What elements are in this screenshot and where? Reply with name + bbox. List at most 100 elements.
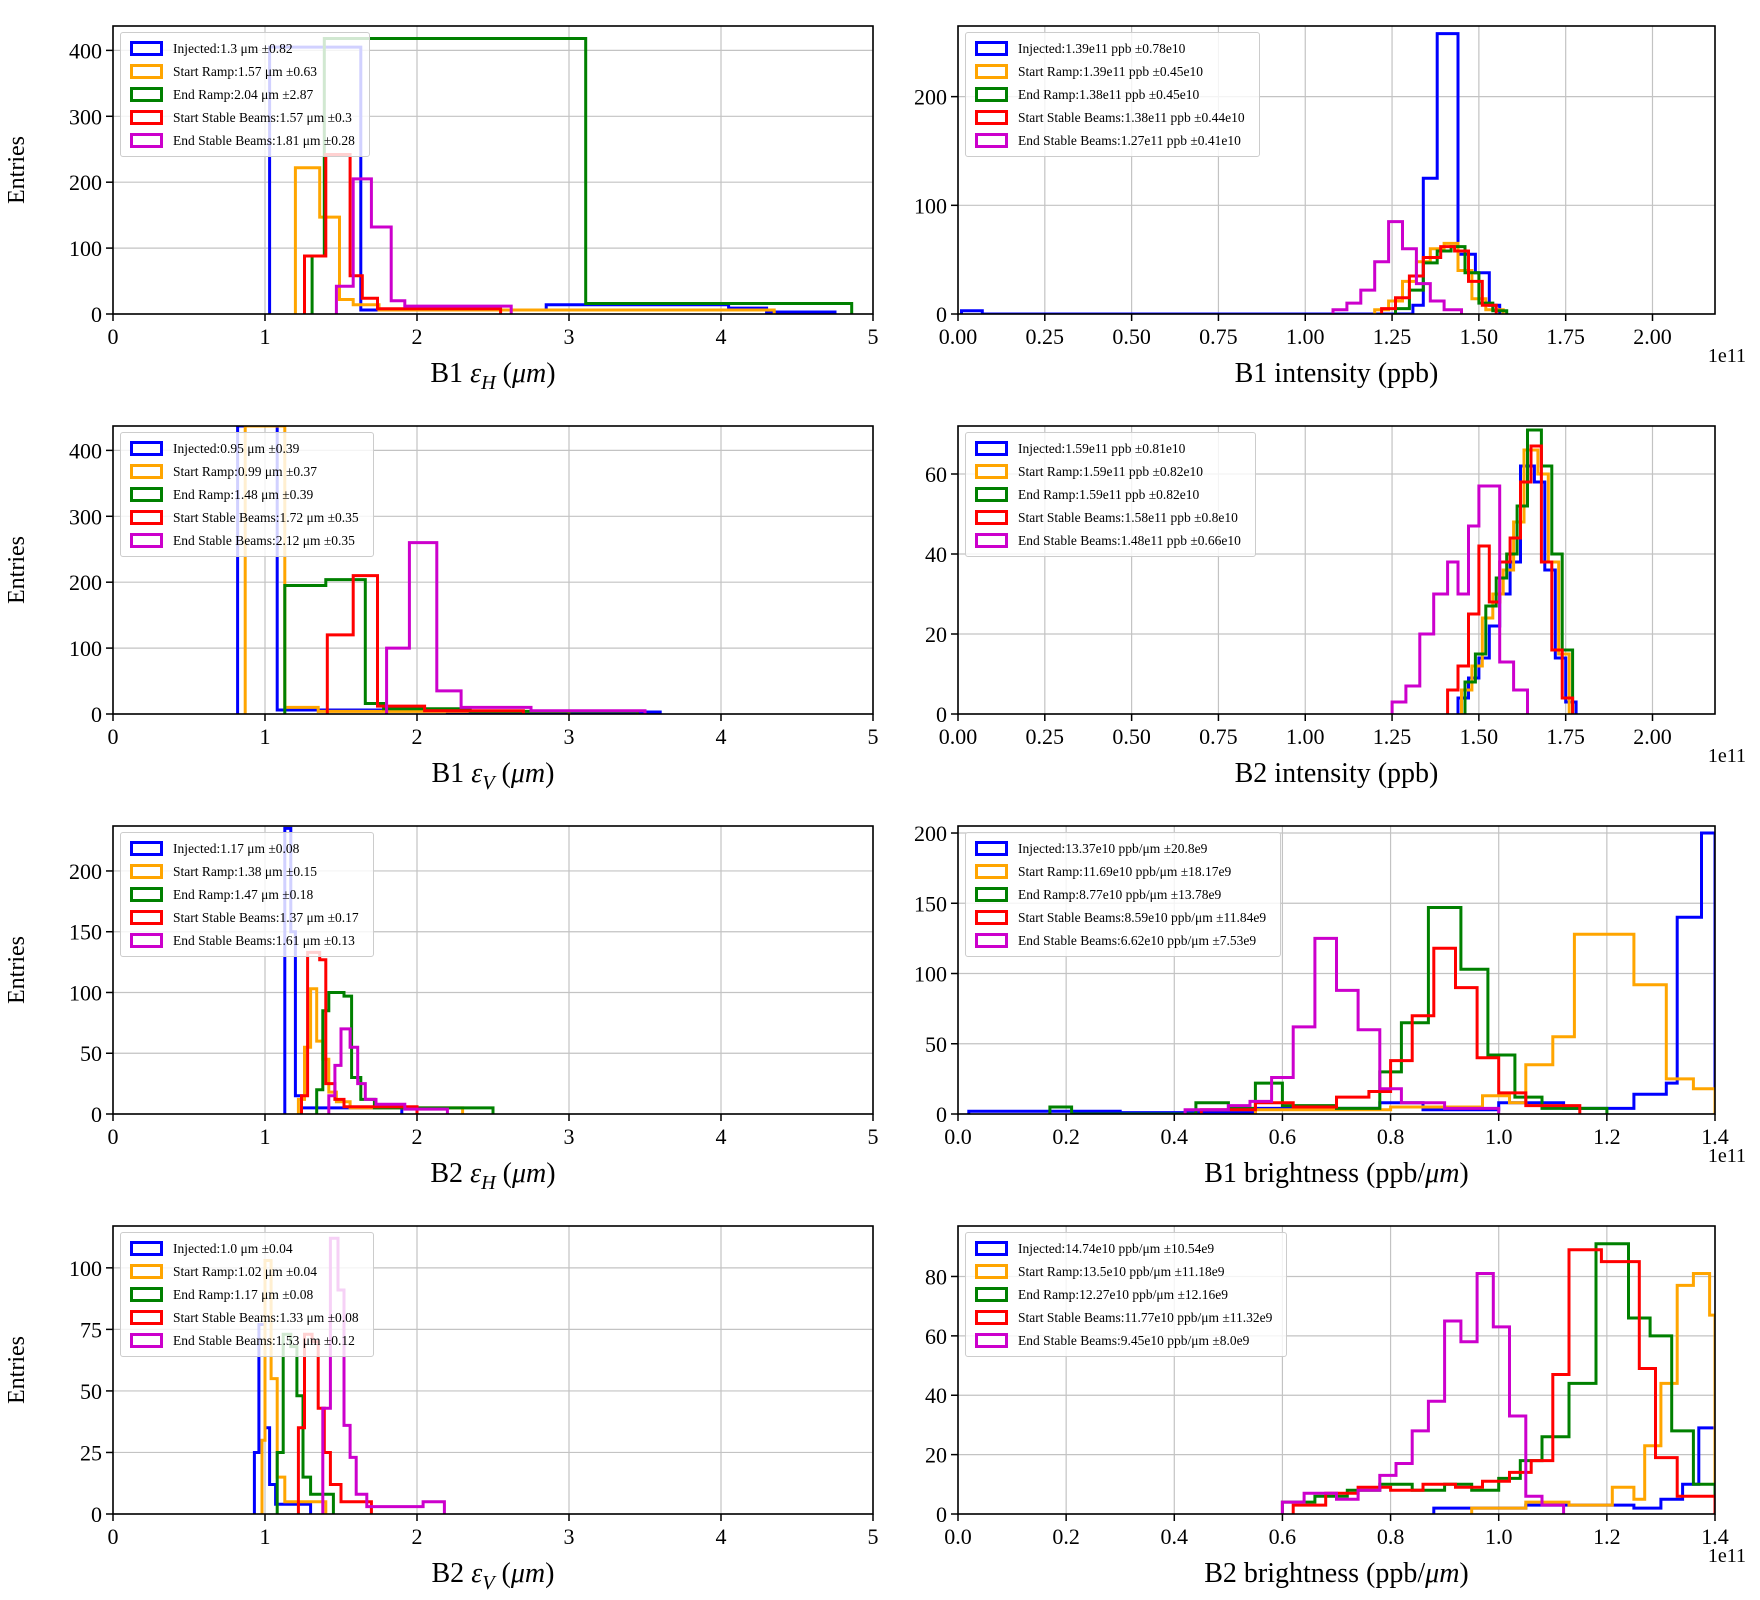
legend-entry-start-ramp: Start Ramp:11.69e10 ppb/μm ±18.17e9 <box>975 864 1266 879</box>
series-injected <box>1432 1426 1715 1514</box>
x-tick-label: 0.4 <box>1161 1124 1189 1149</box>
legend-swatch-icon <box>130 510 163 525</box>
y-tick-label: 0 <box>91 1502 102 1527</box>
legend-swatch-icon <box>130 1310 163 1325</box>
legend-entry-injected: Injected:1.59e11 ppb ±0.81e10 <box>975 441 1241 456</box>
series-end-ramp <box>275 1332 335 1514</box>
legend: Injected:13.37e10 ppb/μm ±20.8e9 Start Ra… <box>965 832 1282 957</box>
legend-entry-start-ramp: Start Ramp:1.59e11 ppb ±0.82e10 <box>975 464 1241 479</box>
legend: Injected:1.0 μm ±0.04 Start Ramp:1.02 μm … <box>120 1232 374 1357</box>
y-tick-label: 200 <box>914 821 947 846</box>
legend-label: Start Stable Beams:1.37 μm ±0.17 <box>173 909 359 925</box>
axis-offset-label: 1e11 <box>1708 345 1746 367</box>
y-tick-label: 200 <box>69 859 102 884</box>
chart-b2-intensity: 0.00 0.25 0.50 0.75 1.00 1.25 1.50 1.75 2.00 0 20 4… <box>880 400 1760 800</box>
legend-entry-injected: Injected:1.17 μm ±0.08 <box>130 841 359 856</box>
legend-label: Injected:1.59e11 ppb ±0.81e10 <box>1018 440 1186 456</box>
legend-label: End Stable Beams:1.81 μm ±0.28 <box>173 132 355 148</box>
y-tick-label: 75 <box>80 1317 102 1342</box>
y-tick-label: 100 <box>69 1256 102 1281</box>
axis-ticks: 0 1 2 3 4 5 0 100 200 300 400 <box>69 438 879 749</box>
legend-label: Start Ramp:1.59e11 ppb ±0.82e10 <box>1018 463 1204 479</box>
legend-swatch-icon <box>975 441 1008 456</box>
legend-label: Injected:14.74e10 ppb/μm ±10.54e9 <box>1018 1240 1215 1256</box>
x-tick-label: 1.0 <box>1485 1524 1513 1549</box>
x-tick-label: 0.2 <box>1052 1524 1080 1549</box>
x-tick-label: 3 <box>564 1124 575 1149</box>
x-tick-label: 0.25 <box>1026 724 1065 749</box>
legend-label: End Stable Beams:1.61 μm ±0.13 <box>173 932 355 948</box>
y-tick-label: 100 <box>914 962 947 987</box>
legend-entry-end-stable-beams: End Stable Beams:1.81 μm ±0.28 <box>130 133 355 148</box>
legend-label: End Stable Beams:6.62e10 ppb/μm ±7.53e9 <box>1018 932 1257 948</box>
legend: Injected:1.3 μm ±0.82 Start Ramp:1.57 μm … <box>120 32 370 157</box>
y-tick-label: 100 <box>914 193 947 218</box>
axis-ticks: 0.00 0.25 0.50 0.75 1.00 1.25 1.50 1.75 2.00 0 20 4… <box>925 462 1672 749</box>
legend-swatch-icon <box>975 887 1008 902</box>
x-tick-label: 0.4 <box>1161 1524 1189 1549</box>
y-tick-label: 80 <box>925 1264 947 1289</box>
x-tick-label: 2 <box>412 1524 423 1549</box>
x-axis-label: B2 εV (μm) <box>432 1558 555 1594</box>
legend: Injected:1.17 μm ±0.08 Start Ramp:1.38 μm… <box>120 832 374 957</box>
x-tick-label: 0.0 <box>944 1124 972 1149</box>
legend-swatch-icon <box>975 841 1008 856</box>
axis-ticks: 0.0 0.2 0.4 0.6 0.8 1.0 1.2 1.4 0 20 40 60 80 <box>925 1264 1729 1549</box>
y-tick-label: 200 <box>914 85 947 110</box>
series-start-ramp <box>260 1259 328 1514</box>
legend-label: Start Ramp:1.02 μm ±0.04 <box>173 1263 318 1279</box>
x-tick-label: 1.75 <box>1546 724 1585 749</box>
y-tick-label: 50 <box>80 1041 102 1066</box>
x-tick-label: 0.75 <box>1199 324 1238 349</box>
legend-entry-end-ramp: End Ramp:1.47 μm ±0.18 <box>130 887 359 902</box>
series-start-stable-beams <box>296 1332 373 1514</box>
legend-label: Start Stable Beams:8.59e10 ppb/μm ±11.84… <box>1018 909 1267 925</box>
histogram-plot-b1-emittance-v: 0 1 2 3 4 5 0 100 200 300 400 B1 εV (μm) Entries <box>4 425 879 794</box>
x-tick-label: 0.00 <box>939 724 978 749</box>
x-tick-label: 1.50 <box>1460 324 1499 349</box>
legend-entry-end-ramp: End Ramp:1.48 μm ±0.39 <box>130 487 359 502</box>
legend-label: Start Ramp:11.69e10 ppb/μm ±18.17e9 <box>1018 863 1232 879</box>
series-start-ramp <box>1470 1272 1715 1514</box>
x-tick-label: 1.25 <box>1373 724 1412 749</box>
x-tick-label: 0.50 <box>1112 324 1151 349</box>
legend-swatch-icon <box>975 510 1008 525</box>
legend-entry-end-stable-beams: End Stable Beams:1.27e11 ppb ±0.41e10 <box>975 133 1245 148</box>
series-start-ramp <box>1253 932 1715 1114</box>
legend-label: Start Ramp:1.39e11 ppb ±0.45e10 <box>1018 63 1204 79</box>
x-tick-label: 2.00 <box>1633 724 1672 749</box>
series-start-stable-beams <box>303 153 503 314</box>
legend-label: End Stable Beams:1.48e11 ppb ±0.66e10 <box>1018 532 1241 548</box>
y-tick-label: 150 <box>69 920 102 945</box>
x-tick-label: 1.00 <box>1286 324 1325 349</box>
x-axis-label: B1 εV (μm) <box>432 758 555 794</box>
legend-entry-start-ramp: Start Ramp:1.02 μm ±0.04 <box>130 1264 359 1279</box>
x-tick-label: 0 <box>108 724 119 749</box>
legend-entry-end-stable-beams: End Stable Beams:9.45e10 ppb/μm ±8.0e9 <box>975 1333 1272 1348</box>
legend-label: Injected:1.3 μm ±0.82 <box>173 40 293 56</box>
legend-swatch-icon <box>975 1287 1008 1302</box>
legend-swatch-icon <box>130 41 163 56</box>
legend-entry-start-ramp: Start Ramp:13.5e10 ppb/μm ±11.18e9 <box>975 1264 1272 1279</box>
histogram-plot-b1-intensity: 0.00 0.25 0.50 0.75 1.00 1.25 1.50 1.75 2.00 0 100… <box>914 25 1746 389</box>
legend-swatch-icon <box>130 910 163 925</box>
x-tick-label: 2 <box>412 1124 423 1149</box>
y-tick-label: 0 <box>936 702 947 727</box>
legend-swatch-icon <box>975 41 1008 56</box>
legend-swatch-icon <box>130 133 163 148</box>
x-tick-label: 5 <box>868 1124 879 1149</box>
legend-swatch-icon <box>130 64 163 79</box>
legend-swatch-icon <box>130 87 163 102</box>
legend-entry-end-ramp: End Ramp:1.38e11 ppb ±0.45e10 <box>975 87 1245 102</box>
x-tick-label: 4 <box>716 324 727 349</box>
legend-swatch-icon <box>130 841 163 856</box>
histogram-plot-b1-brightness: 0.0 0.2 0.4 0.6 0.8 1.0 1.2 1.4 0 50 100 150 200 B1 b… <box>914 821 1746 1189</box>
legend-label: End Stable Beams:1.27e11 ppb ±0.41e10 <box>1018 132 1241 148</box>
chart-b2-brightness: 0.0 0.2 0.4 0.6 0.8 1.0 1.2 1.4 0 20 40 60 80 B2 brig… <box>880 1200 1760 1600</box>
axis-ticks: 0 1 2 3 4 5 0 100 200 300 400 <box>69 38 879 349</box>
axis-offset-label: 1e11 <box>1708 1545 1746 1567</box>
legend-entry-start-ramp: Start Ramp:1.39e11 ppb ±0.45e10 <box>975 64 1245 79</box>
chart-b1-emittance-h: 0 1 2 3 4 5 0 100 200 300 400 B1 εH (μm) Entries Inje… <box>0 0 880 400</box>
